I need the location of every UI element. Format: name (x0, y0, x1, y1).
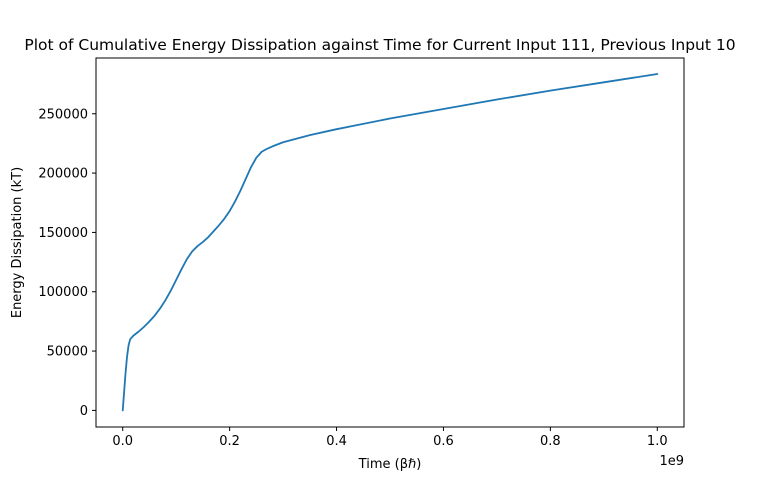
plot-area (95, 57, 685, 428)
x-tick-label: 0.4 (326, 434, 347, 449)
x-axis-offset-label: 1e9 (659, 454, 684, 469)
energy-dissipation-line (121, 73, 659, 412)
y-tick-label: 0 (80, 404, 88, 419)
y-tick-label: 50000 (47, 345, 88, 360)
x-tick-label: 0.6 (433, 434, 454, 449)
x-tick-label: 0.2 (219, 434, 240, 449)
x-axis-label: Time (βℏ) (358, 457, 422, 472)
y-tick-label: 150000 (38, 226, 88, 241)
x-tick-label: 1.0 (647, 434, 668, 449)
x-tick-label: 0.8 (540, 434, 561, 449)
y-tick-label: 250000 (38, 107, 88, 122)
y-axis-label: Energy Dissipation (kT) (10, 167, 25, 318)
chart-title: Plot of Cumulative Energy Dissipation ag… (24, 36, 735, 54)
y-tick-label: 100000 (38, 285, 88, 300)
x-tick-label: 0.0 (112, 434, 133, 449)
y-tick-label: 200000 (38, 167, 88, 182)
